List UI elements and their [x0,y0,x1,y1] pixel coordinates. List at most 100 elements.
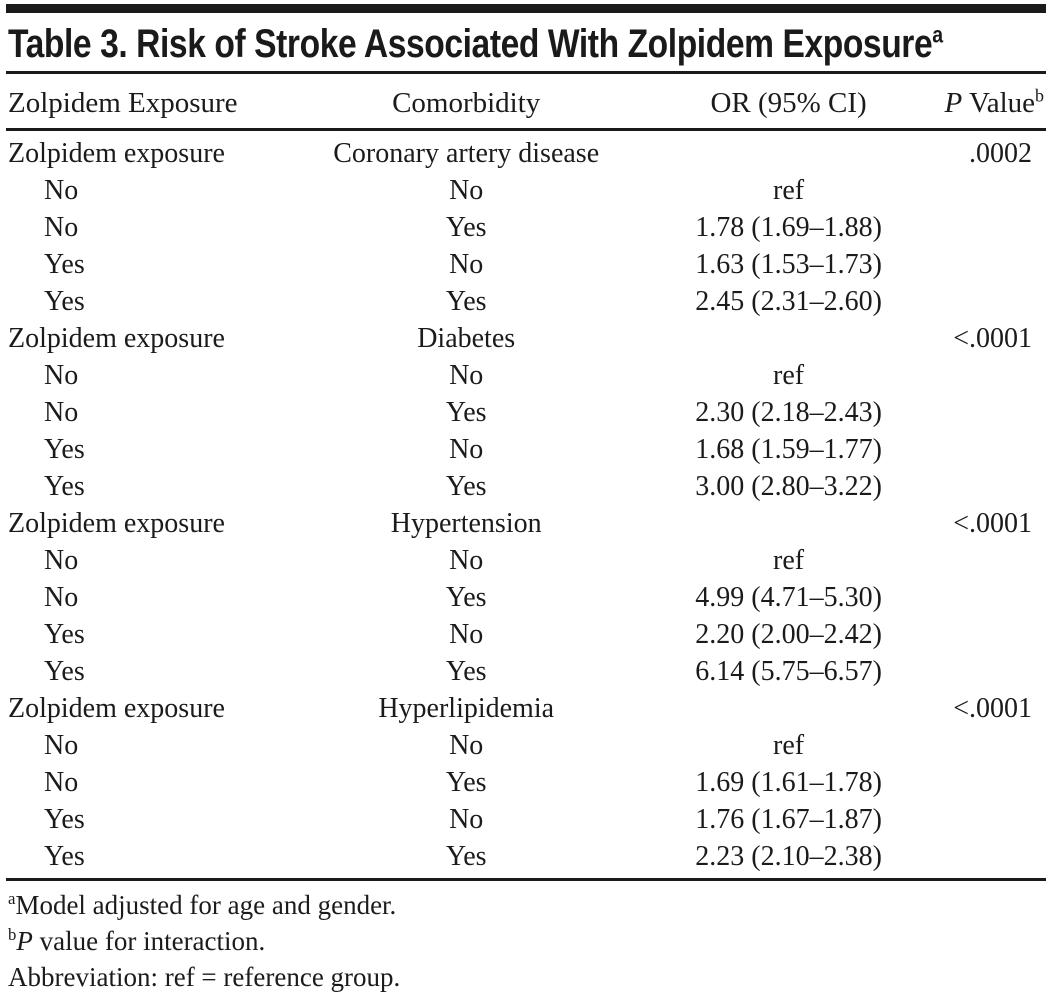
cell-or-ci [677,690,901,727]
cell-or-ci: ref [773,359,805,391]
cell-p-value [900,246,1046,283]
cell-or-ci: 1.76 (1.67–1.87) [695,803,882,835]
cell-p-value [900,542,1046,579]
cell-comorbidity: No [449,248,484,280]
cell-comorbidity: No [449,174,484,206]
cell-p-value [900,209,1046,246]
cell-comorbidity: Hyperlipidemia [378,692,555,724]
cell-comorbidity: Yes [445,766,487,798]
cell-p-value [900,764,1046,801]
cell-p-value: <.0001 [953,507,1032,539]
cell-exposure: Zolpidem exposure [8,692,225,724]
table-detail-row: No No ref [6,727,1046,764]
column-header-zolpidem-exposure: Zolpidem Exposure [6,74,256,131]
title-footnote-marker-a: a [932,21,943,48]
cell-or-ci: ref [773,544,805,576]
cell-or-ci: 2.20 (2.00–2.42) [695,618,882,650]
table-detail-row: Yes Yes 2.45 (2.31–2.60) [6,283,1046,320]
cell-or-ci: 2.45 (2.31–2.60) [695,285,882,317]
cell-p-value [900,838,1046,875]
table-section-row: Zolpidem exposure Hyperlipidemia <.0001 [6,690,1046,727]
cell-exposure: No [44,174,79,206]
cell-p-value [900,727,1046,764]
footnote-text: Abbreviation: ref = reference group. [8,962,401,992]
cell-p-value [900,579,1046,616]
cell-or-ci: 2.30 (2.18–2.43) [695,396,882,428]
cell-exposure: Yes [44,470,85,502]
cell-comorbidity: Yes [445,655,487,687]
cell-comorbidity: No [449,544,484,576]
footnotes: aModel adjusted for age and gender. bP va… [6,881,1046,1001]
cell-p-value [900,172,1046,209]
table-detail-row: No Yes 4.99 (4.71–5.30) [6,579,1046,616]
table-detail-row: No No ref [6,357,1046,394]
cell-or-ci: 1.69 (1.61–1.78) [695,766,882,798]
cell-p-value [900,616,1046,653]
footnote-marker: b [8,925,17,944]
cell-exposure: No [44,359,79,391]
p-value-italic-p: P [944,87,963,119]
footnote-line: aModel adjusted for age and gender. [8,887,1046,923]
cell-or-ci [677,320,901,357]
footnote-line: bP value for interaction. [8,923,1046,959]
table-detail-row: No No ref [6,172,1046,209]
cell-p-value [900,357,1046,394]
cell-exposure: Yes [44,285,85,317]
cell-exposure: No [44,396,79,428]
table-detail-row: No No ref [6,542,1046,579]
cell-p-value [900,801,1046,838]
cell-exposure: Yes [44,618,85,650]
cell-exposure: No [44,211,79,243]
cell-comorbidity: No [449,729,484,761]
footnote-marker: a [8,889,16,908]
cell-or-ci: 3.00 (2.80–3.22) [695,470,882,502]
cell-or-ci: 2.23 (2.10–2.38) [695,840,882,872]
cell-comorbidity: Yes [445,285,487,317]
cell-comorbidity: No [449,359,484,391]
p-value-rest: Value [962,87,1036,119]
risk-of-stroke-table: Zolpidem Exposure Comorbidity OR (95% CI… [6,74,1046,875]
cell-exposure: Zolpidem exposure [8,137,225,169]
cell-p-value [900,394,1046,431]
cell-or-ci: ref [773,729,805,761]
cell-exposure: Yes [44,655,85,687]
cell-exposure: No [44,766,79,798]
rule-under-title [6,71,1046,74]
cell-exposure: Yes [44,248,85,280]
column-header-comorbidity: Comorbidity [255,74,677,131]
cell-p-value: <.0001 [953,322,1032,354]
cell-comorbidity: Yes [445,470,487,502]
footnote-line: Abbreviation: ref = reference group. [8,959,1046,995]
cell-exposure: No [44,544,79,576]
cell-or-ci: 4.99 (4.71–5.30) [695,581,882,613]
cell-exposure: Zolpidem exposure [8,322,225,354]
cell-comorbidity: Yes [445,396,487,428]
cell-comorbidity: Diabetes [417,322,516,354]
cell-p-value [900,468,1046,505]
table-section-row: Zolpidem exposure Hypertension <.0001 [6,505,1046,542]
footnote-text: value for interaction. [32,926,266,956]
table-section-row: Zolpidem exposure Diabetes <.0001 [6,320,1046,357]
table-detail-row: Yes No 1.68 (1.59–1.77) [6,431,1046,468]
cell-or-ci [677,130,901,173]
table-detail-row: Yes No 2.20 (2.00–2.42) [6,616,1046,653]
cell-p-value [900,653,1046,690]
column-header-or-ci: OR (95% CI) [676,74,901,131]
cell-exposure: Zolpidem exposure [8,507,225,539]
cell-comorbidity: Hypertension [390,507,542,539]
cell-comorbidity: Coronary artery disease [333,137,600,169]
table-header: Zolpidem Exposure Comorbidity OR (95% CI… [6,74,1046,131]
cell-p-value [900,431,1046,468]
cell-comorbidity: No [449,803,484,835]
cell-exposure: Yes [44,433,85,465]
cell-or-ci: 1.68 (1.59–1.77) [695,433,882,465]
cell-or-ci [677,505,901,542]
cell-or-ci: 6.14 (5.75–6.57) [695,655,882,687]
rule-above-footnotes [6,878,1046,881]
table-title-text: Table 3. Risk of Stroke Associated With … [8,21,943,66]
table-section-row: Zolpidem exposure Coronary artery disease… [6,130,1046,173]
cell-exposure: Yes [44,803,85,835]
cell-comorbidity: Yes [445,840,487,872]
column-header-p-value: P Valueb [900,74,1046,131]
